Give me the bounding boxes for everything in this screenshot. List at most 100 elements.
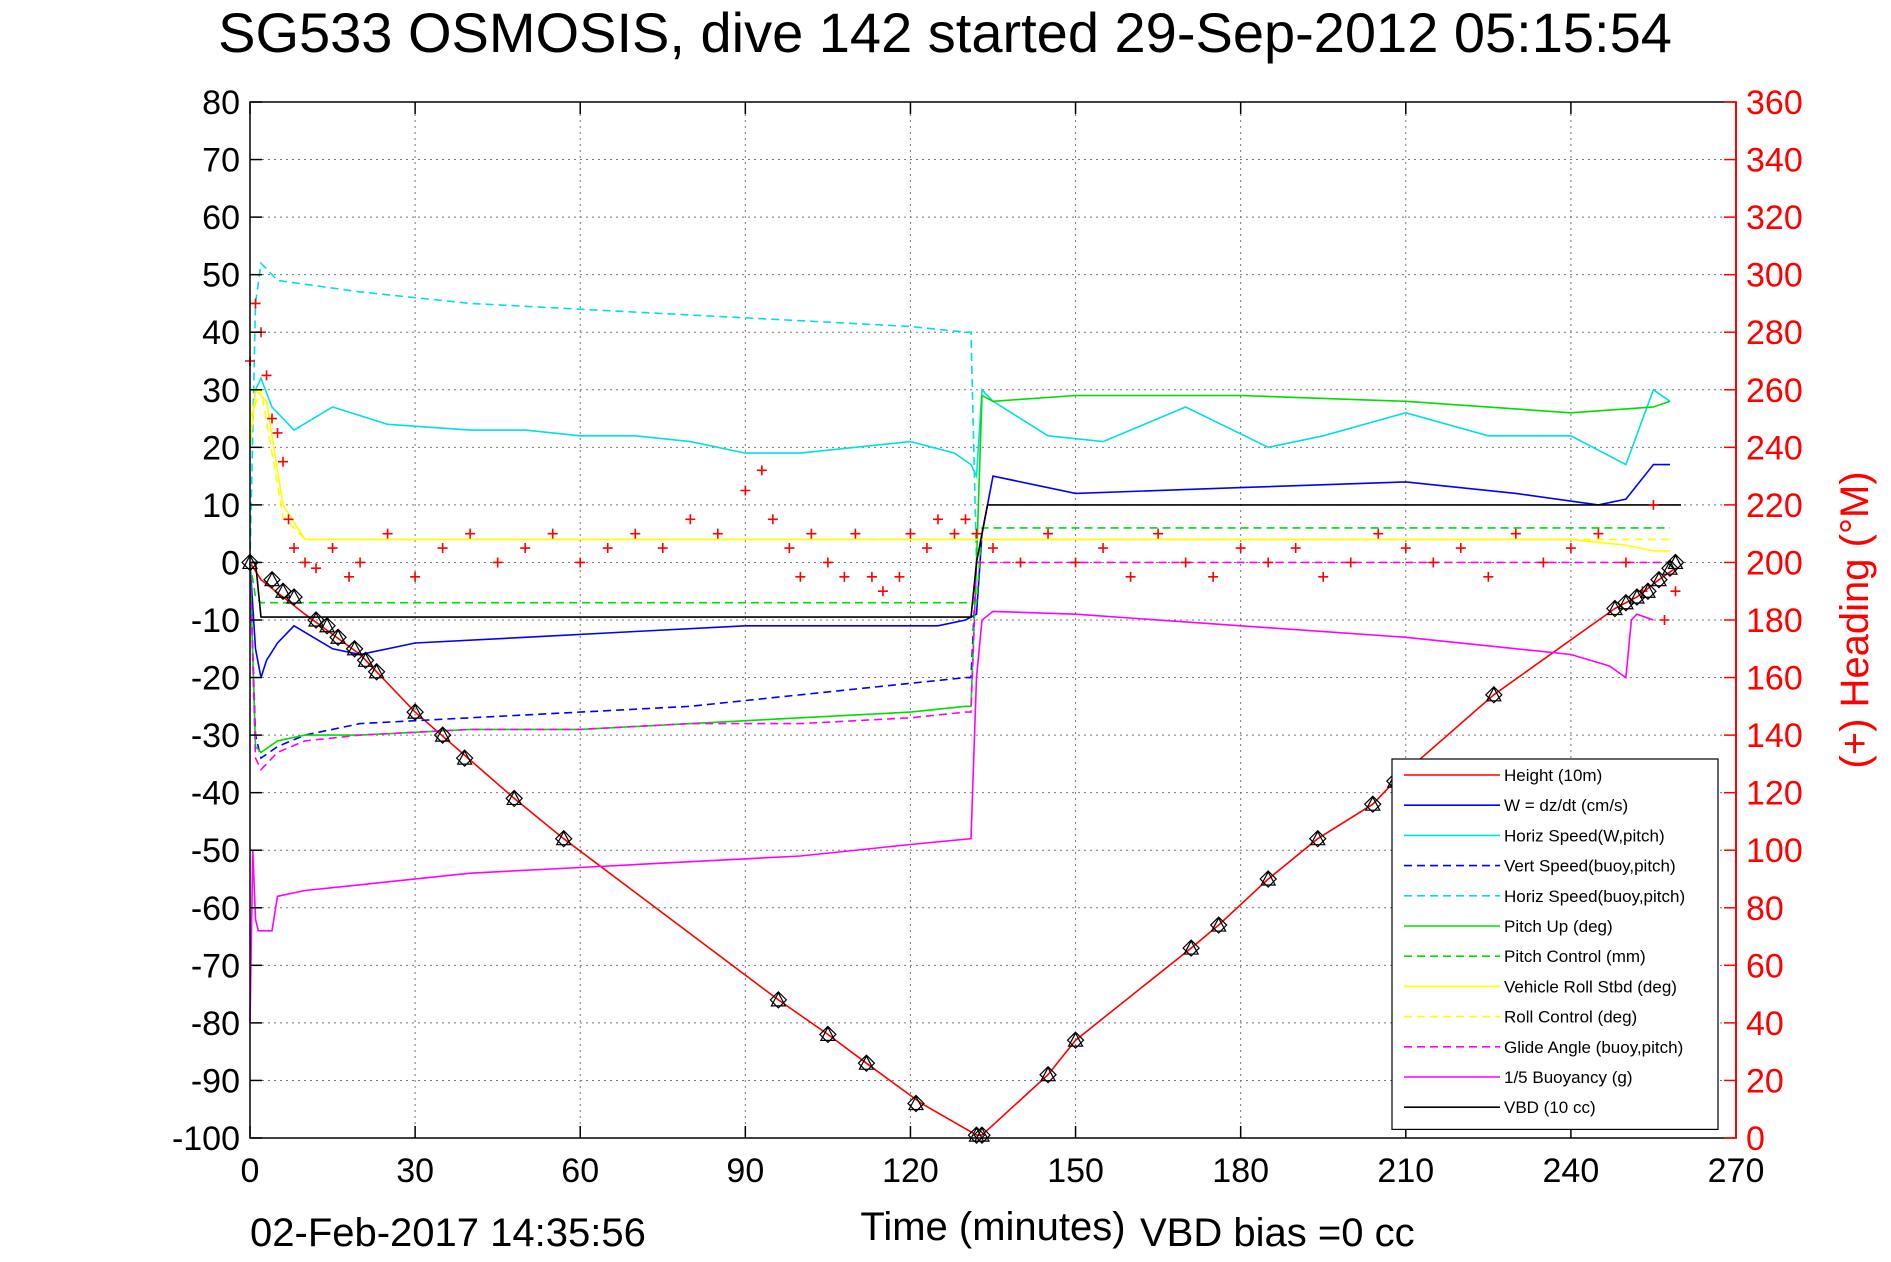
right-tick-label: 360 (1746, 84, 1803, 122)
right-tick-label: 280 (1746, 314, 1803, 352)
heading-marker (1263, 557, 1274, 568)
heading-marker (267, 413, 278, 424)
heading-marker (1125, 571, 1136, 582)
y-tick-label: 50 (202, 257, 240, 295)
y-tick-label: -40 (191, 775, 240, 813)
series-line (249, 394, 1671, 754)
heading-marker (1098, 543, 1109, 554)
heading-marker (547, 528, 558, 539)
x-tick-label: 30 (396, 1152, 434, 1190)
heading-marker (1400, 543, 1411, 554)
heading-marker (1593, 528, 1604, 539)
height-marker (819, 1025, 837, 1044)
heading-marker (278, 456, 289, 467)
height-marker (329, 628, 347, 647)
heading-marker (960, 514, 971, 525)
height-marker (1484, 685, 1503, 704)
vbd-bias-label: VBD bias =0 cc (1140, 1211, 1415, 1255)
height-marker (356, 651, 375, 670)
heading-marker (795, 571, 806, 582)
series-line (249, 386, 1670, 541)
right-tick-label: 320 (1746, 199, 1803, 237)
heading-marker (767, 514, 778, 525)
y-tick-label: 40 (202, 314, 240, 352)
right-tick-label: 160 (1746, 660, 1803, 698)
right-tick-label: 120 (1746, 775, 1803, 813)
heading-marker (921, 543, 932, 554)
heading-marker (894, 571, 905, 582)
right-tick-label: 260 (1746, 372, 1803, 410)
right-tick-label: 300 (1746, 257, 1803, 295)
heading-marker (1483, 571, 1494, 582)
right-tick-label: 220 (1746, 487, 1803, 525)
heading-marker (1070, 557, 1081, 568)
height-marker (973, 1126, 991, 1144)
legend-label: Horiz Speed(W,pitch) (1504, 826, 1665, 845)
y-tick-label: -60 (191, 890, 240, 928)
y-tick-label: 80 (202, 84, 240, 122)
series-line (250, 504, 1681, 618)
right-tick-label: 180 (1746, 602, 1803, 640)
heading-marker (1648, 499, 1659, 510)
series-group (249, 261, 1681, 1136)
heading-marker (850, 528, 861, 539)
height-marker (367, 662, 386, 681)
x-tick-label: 240 (1543, 1152, 1600, 1190)
y-tick-label: 60 (202, 199, 240, 237)
heading-marker (492, 557, 503, 568)
legend-label: W = dz/dt (cm/s) (1504, 796, 1628, 815)
heading-marker (283, 514, 294, 525)
heading-marker (355, 557, 366, 568)
legend-label: Horiz Speed(buoy,pitch) (1504, 887, 1685, 906)
heading-marker (1538, 557, 1549, 568)
heading-marker (465, 528, 476, 539)
height-marker (285, 588, 303, 606)
x-tick-label: 60 (561, 1152, 599, 1190)
heading-marker (1153, 528, 1164, 539)
x-tick-label: 270 (1708, 1152, 1765, 1190)
legend-label: Vehicle Roll Stbd (deg) (1504, 977, 1677, 996)
right-tick-label: 0 (1746, 1120, 1765, 1158)
y-tick-label: 70 (202, 142, 240, 180)
chart-title: SG533 OSMOSIS, dive 142 started 29-Sep-2… (218, 1, 1672, 64)
y-tick-label: -10 (191, 602, 240, 640)
grid (250, 102, 1736, 1138)
legend-label: Pitch Control (mm) (1504, 947, 1646, 966)
series-line (249, 261, 978, 563)
heading-marker (1510, 528, 1521, 539)
height-marker (1308, 829, 1327, 848)
height-marker (769, 991, 788, 1009)
height-marker (1363, 795, 1382, 814)
heading-marker (630, 528, 641, 539)
heading-marker (602, 543, 613, 554)
height-marker (505, 789, 524, 808)
right-tick-label: 80 (1746, 890, 1784, 928)
heading-marker (1208, 571, 1219, 582)
heading-marker (261, 370, 272, 381)
heading-marker (1180, 557, 1191, 568)
heading-marker (949, 528, 960, 539)
heading-marker (971, 528, 982, 539)
x-tick-label: 210 (1377, 1152, 1434, 1190)
right-tick-label: 340 (1746, 142, 1803, 180)
right-tick-label: 200 (1746, 544, 1803, 582)
heading-marker (1620, 557, 1631, 568)
height-marker (1209, 916, 1228, 934)
heading-marker (877, 586, 888, 597)
heading-marker (344, 571, 355, 582)
height-marker (307, 611, 325, 629)
heading-marker (1428, 557, 1439, 568)
heading-marker (1373, 528, 1384, 539)
height-marker (857, 1054, 876, 1073)
right-tick-label: 60 (1746, 947, 1784, 985)
series-line (249, 463, 1670, 678)
height-marker (1650, 570, 1668, 589)
height-marker (345, 639, 364, 658)
heading-marker (822, 557, 833, 568)
heading-marker (1670, 586, 1681, 597)
heading-marker (250, 298, 261, 309)
right-tick-label: 100 (1746, 832, 1803, 870)
series-line (249, 561, 1670, 771)
heading-marker (685, 514, 696, 525)
